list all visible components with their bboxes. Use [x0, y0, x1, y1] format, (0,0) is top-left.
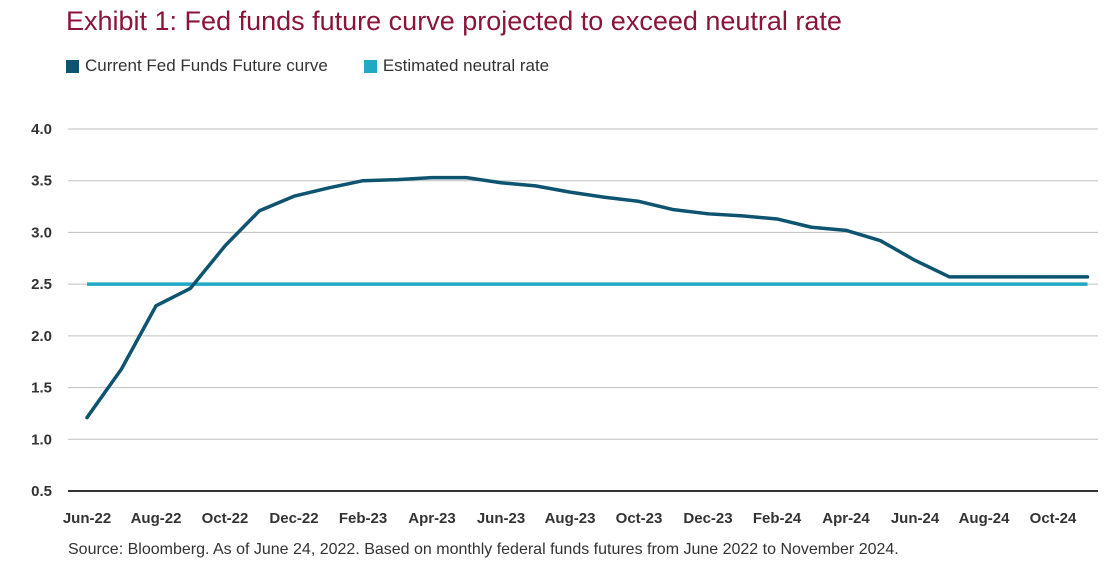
- y-tick-label: 1.5: [31, 380, 52, 397]
- x-axis-ticks: Jun-22 Aug-22 Oct-22 Dec-22 Feb-23 Apr-23 Jun-…: [63, 510, 1077, 527]
- data-point-future-curve: [465, 176, 468, 180]
- grid-layer: [68, 128, 1098, 492]
- data-point-future-curve: [810, 225, 813, 229]
- x-tick-label: Apr-23: [408, 510, 456, 527]
- legend-swatch-neutral-rate: [363, 59, 377, 73]
- x-tick-label: Oct-22: [202, 510, 249, 527]
- data-point-future-curve: [948, 275, 951, 279]
- data-point-future-curve: [223, 244, 227, 248]
- y-tick-label: 0.5: [31, 483, 52, 500]
- data-point-future-curve: [1017, 275, 1020, 279]
- data-point-future-curve: [534, 184, 537, 188]
- source-note: Source: Bloomberg. As of June 24, 2022. …: [68, 541, 899, 558]
- chart-title: Exhibit 1: Fed funds future curve projec…: [66, 6, 842, 36]
- x-tick-label: Dec-22: [269, 510, 318, 527]
- series-line-future-curve: [85, 175, 1090, 420]
- data-point-future-curve: [292, 194, 296, 198]
- data-point-future-curve: [603, 195, 606, 199]
- data-point-future-curve: [1051, 275, 1055, 279]
- legend: Current Fed Funds Future curve Estimated…: [66, 56, 585, 76]
- legend-label-neutral-rate: Estimated neutral rate: [382, 56, 550, 75]
- line-chart: 4.0 3.5 3.0 2.5 2.0 1.5 1.0 0.5 Jun-22 Aug-22 Oct…: [31, 121, 1098, 527]
- data-point-future-curve: [775, 217, 779, 221]
- legend-item-future-curve: Current Fed Funds Future curve: [66, 56, 328, 76]
- legend-swatch-future-curve: [66, 59, 79, 73]
- x-tick-label: Dec-23: [683, 510, 732, 527]
- legend-label-future-curve: Current Fed Funds Future curve: [85, 56, 328, 75]
- data-point-future-curve: [1086, 275, 1089, 279]
- x-tick-label: Aug-24: [959, 510, 1010, 527]
- data-point-future-curve: [982, 275, 986, 279]
- legend-item-neutral-rate: Estimated neutral rate: [363, 56, 550, 76]
- data-point-future-curve: [396, 178, 399, 182]
- x-tick-label: Oct-23: [616, 510, 663, 527]
- y-tick-label: 2.5: [31, 276, 52, 293]
- series-layer: [85, 175, 1090, 420]
- x-tick-label: Feb-24: [753, 510, 802, 527]
- data-point-future-curve: [85, 416, 89, 420]
- y-tick-label: 2.0: [31, 328, 52, 345]
- y-tick-label: 4.0: [31, 121, 52, 138]
- data-point-future-curve: [154, 304, 158, 308]
- data-point-future-curve: [637, 199, 641, 203]
- x-tick-label: Jun-24: [891, 510, 940, 527]
- y-axis-ticks: 4.0 3.5 3.0 2.5 2.0 1.5 1.0 0.5: [31, 121, 52, 500]
- x-tick-label: Feb-23: [339, 510, 387, 527]
- data-point-future-curve: [430, 176, 434, 180]
- x-tick-label: Aug-23: [545, 510, 596, 527]
- y-tick-label: 1.0: [31, 431, 52, 448]
- x-tick-label: Jun-23: [477, 510, 525, 527]
- y-tick-label: 3.0: [31, 224, 52, 241]
- data-point-future-curve: [327, 186, 330, 190]
- data-point-future-curve: [120, 367, 123, 371]
- data-point-future-curve: [499, 181, 503, 185]
- x-tick-label: Apr-24: [822, 510, 870, 527]
- data-point-future-curve: [189, 286, 192, 290]
- data-point-future-curve: [258, 209, 261, 213]
- data-point-future-curve: [913, 258, 917, 262]
- data-point-future-curve: [844, 228, 848, 232]
- y-tick-label: 3.5: [31, 173, 52, 190]
- data-point-future-curve: [706, 212, 710, 216]
- data-point-future-curve: [672, 208, 675, 212]
- x-tick-label: Aug-22: [131, 510, 182, 527]
- x-tick-label: Jun-22: [63, 510, 111, 527]
- data-point-future-curve: [741, 214, 744, 218]
- data-point-future-curve: [879, 239, 882, 243]
- x-tick-label: Oct-24: [1030, 510, 1077, 527]
- data-point-future-curve: [361, 179, 365, 183]
- data-point-future-curve: [568, 190, 572, 194]
